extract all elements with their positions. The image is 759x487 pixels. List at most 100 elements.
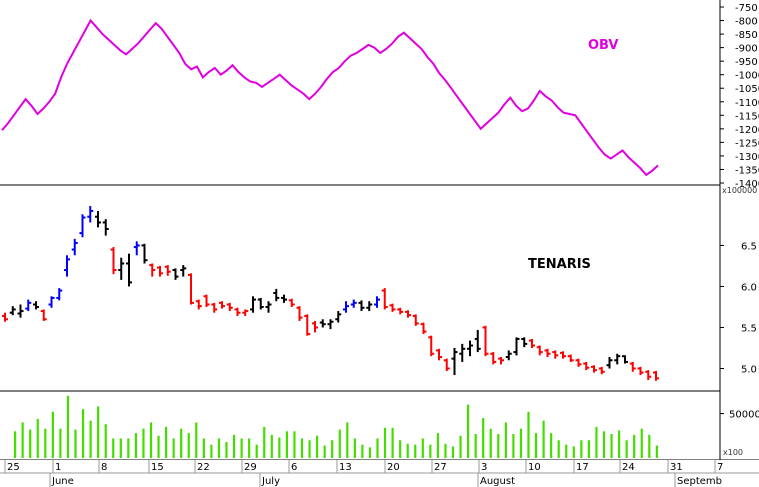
volume-bar	[278, 437, 281, 458]
volume-bar	[36, 418, 39, 458]
volume-bar	[648, 434, 651, 458]
volume-bar	[512, 434, 515, 458]
price-bar	[56, 288, 63, 301]
price-bar	[265, 301, 272, 313]
price-bar	[622, 355, 628, 364]
volume-bar	[527, 411, 530, 458]
volume-bar	[89, 420, 92, 458]
volume-bar	[565, 444, 568, 458]
price-bar	[560, 351, 566, 359]
x-axis-day-label: 8	[101, 462, 107, 473]
price-bar	[203, 294, 210, 307]
volume-bar	[66, 395, 70, 458]
price-bar	[381, 288, 388, 310]
price-bar	[645, 370, 652, 380]
x-axis-day-label: 1	[55, 462, 61, 473]
volume-bar	[519, 428, 523, 458]
volume-bar	[421, 438, 424, 458]
volume-bar	[429, 444, 432, 458]
volume-scale-multiplier: x100	[723, 448, 743, 457]
price-bar	[133, 241, 140, 256]
obv-panel: OBV -750-800-850-900-950-1000-1050-1100-…	[1, 3, 759, 190]
x-axis-day-label: 27	[434, 462, 447, 473]
price-bar	[629, 361, 636, 372]
price-bar	[529, 338, 535, 348]
volume-bar	[165, 426, 168, 458]
volume-bar	[81, 409, 85, 458]
price-bar	[157, 265, 163, 277]
price-bar	[358, 300, 365, 312]
volume-bar	[572, 446, 575, 458]
price-bar	[552, 350, 559, 359]
obv-y-tick-label: -750	[735, 3, 758, 14]
volume-bar	[112, 438, 115, 458]
obv-y-tick-label: -1000	[735, 71, 759, 82]
price-bar	[405, 310, 411, 318]
price-bar	[335, 311, 342, 323]
price-bar	[141, 243, 148, 264]
volume-bar	[338, 429, 341, 458]
volume-bar	[210, 444, 213, 458]
volume-y-tick-label: 50000	[729, 410, 759, 421]
price-bar	[281, 294, 287, 303]
price-bar	[48, 296, 55, 308]
price-bar	[312, 320, 318, 333]
price-bar	[296, 306, 303, 321]
volume-bar	[172, 438, 175, 458]
price-bar	[87, 206, 94, 223]
price-scale-multiplier: x100000	[722, 186, 757, 195]
price-bar	[374, 296, 380, 308]
volume-bar	[625, 440, 628, 458]
x-axis-day-label: 6	[291, 462, 297, 473]
price-bar	[397, 307, 404, 315]
price-bar	[583, 361, 590, 371]
obv-title: OBV	[588, 38, 619, 53]
volume-bar	[459, 435, 462, 458]
price-bar	[459, 343, 466, 362]
x-axis-month-labels: June July August Septemb	[49, 473, 722, 487]
price-bar	[536, 345, 543, 356]
x-axis-day-label: 31	[670, 462, 683, 473]
volume-bar	[361, 444, 364, 458]
volume-bar	[368, 447, 372, 458]
obv-y-tick-label: -1200	[735, 125, 759, 136]
volume-bar	[444, 443, 447, 458]
price-bar	[319, 319, 326, 328]
volume-bar	[97, 406, 100, 458]
volume-bar	[482, 418, 485, 458]
volume-bar	[240, 438, 243, 458]
volume-bar	[580, 440, 583, 458]
volume-bar	[595, 426, 598, 458]
volume-bar	[323, 445, 326, 458]
volume-bar	[180, 428, 183, 458]
volume-panel: x100 50000	[14, 395, 759, 458]
volume-bar	[618, 430, 621, 458]
price-panel: TENARIS x100000 6.5 6.0 5.5 5.0	[2, 186, 757, 381]
volume-bar	[346, 422, 349, 458]
price-bar	[9, 306, 16, 316]
price-bar	[513, 337, 520, 356]
volume-bar	[474, 434, 477, 458]
obv-y-tick-label: -900	[735, 44, 758, 55]
volume-bar	[467, 404, 470, 458]
price-bar	[288, 298, 295, 307]
price-y-tick-label: 6.5	[741, 241, 757, 252]
x-axis-day-label: 15	[151, 462, 164, 473]
x-axis-month-label: Septemb	[677, 476, 722, 487]
price-bar	[273, 288, 280, 302]
price-bar	[17, 304, 24, 318]
obv-y-tick-label: -850	[735, 30, 758, 41]
obv-y-tick-label: -800	[735, 17, 758, 28]
price-bar	[521, 337, 528, 348]
x-axis: 25 1 8 15 22 29 6 13 20 27 3 10 17 24 31 7 June July Augu…	[0, 460, 759, 487]
price-bar	[474, 329, 481, 353]
price-bar	[428, 335, 435, 357]
obv-y-tick-label: -1300	[735, 152, 759, 163]
volume-bar	[293, 431, 296, 458]
obv-y-tick-label: -1250	[735, 138, 759, 149]
volume-bar	[255, 444, 258, 458]
price-y-tick-label: 5.0	[741, 364, 757, 375]
x-axis-day-label: 17	[576, 462, 589, 473]
price-bar	[451, 347, 458, 376]
